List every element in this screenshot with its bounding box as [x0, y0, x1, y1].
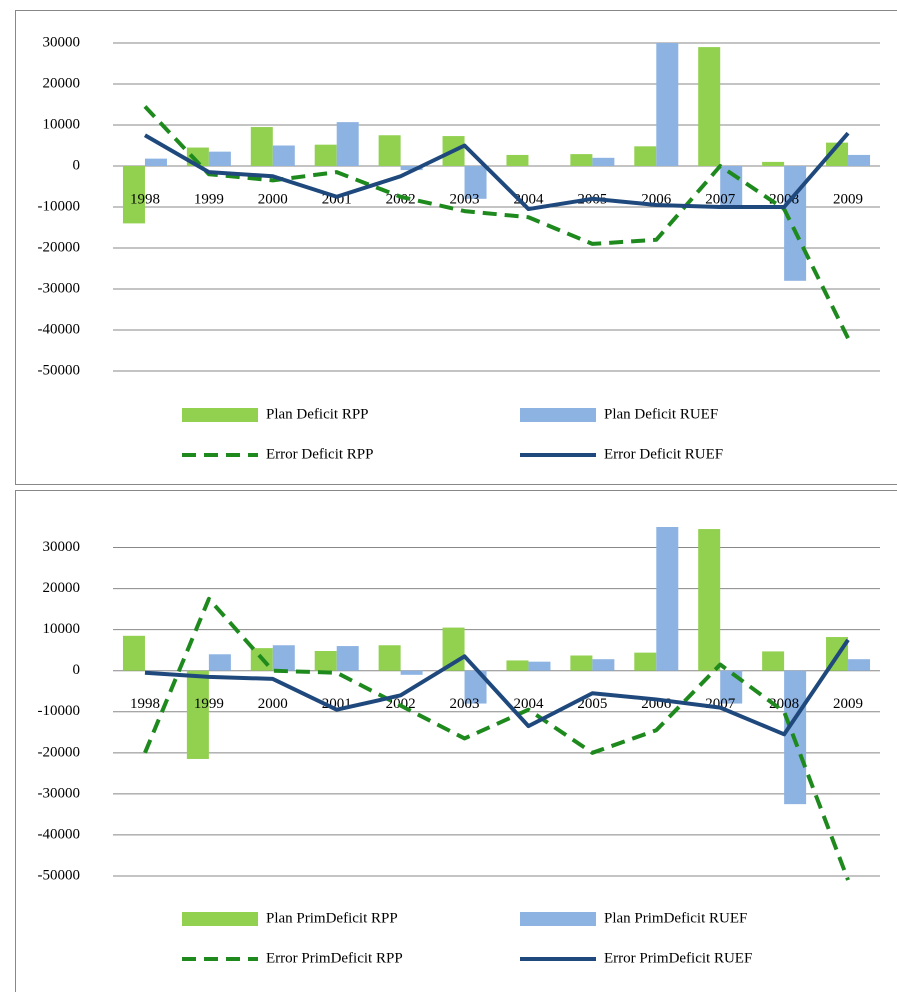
bar [656, 43, 679, 166]
y-tick-label: 10000 [43, 621, 81, 637]
chart-frame [15, 490, 897, 992]
legend-swatch [182, 912, 258, 926]
y-tick-label: -50000 [38, 362, 81, 378]
bar [698, 529, 721, 671]
bar [378, 135, 401, 166]
bar [336, 646, 359, 671]
x-tick-label: 2003 [450, 191, 480, 207]
bar [208, 151, 231, 166]
line-series [143, 105, 850, 340]
bar [634, 146, 657, 166]
x-tick-label: 2000 [258, 696, 288, 712]
bar [698, 47, 721, 166]
bar [464, 670, 487, 704]
y-tick-label: -20000 [38, 744, 81, 760]
legend-label: Error PrimDeficit RUEF [604, 950, 752, 966]
x-tick-label: 2009 [833, 191, 863, 207]
bar [848, 659, 871, 671]
bar [848, 154, 871, 166]
y-tick-label: 20000 [43, 580, 81, 596]
x-tick-label: 2004 [513, 696, 544, 712]
x-tick-label: 2003 [450, 696, 480, 712]
x-tick-label: 1999 [194, 696, 224, 712]
y-tick-label: -50000 [38, 867, 81, 883]
legend-label: Plan PrimDeficit RUEF [604, 910, 747, 926]
legend-label: Error Deficit RPP [266, 446, 373, 462]
bar [570, 655, 593, 671]
bar [250, 127, 273, 166]
legend-label: Error Deficit RUEF [604, 446, 723, 462]
line-series [143, 596, 850, 881]
bar [314, 650, 337, 671]
bar [506, 154, 529, 166]
y-tick-label: 20000 [43, 75, 81, 91]
bar [122, 166, 145, 224]
x-tick-label: 2007 [705, 191, 736, 207]
y-tick-label: 0 [73, 662, 81, 678]
y-tick-label: -10000 [38, 703, 81, 719]
y-tick-label: -30000 [38, 785, 81, 801]
legend-label: Plan Deficit RUEF [604, 406, 718, 422]
bar [592, 157, 615, 166]
y-tick-label: 30000 [43, 34, 81, 50]
y-tick-label: 0 [73, 157, 81, 173]
bar [762, 651, 785, 671]
bar [784, 166, 807, 281]
y-tick-label: -40000 [38, 826, 81, 842]
bar [272, 645, 295, 671]
bar [272, 145, 295, 166]
bar [656, 527, 679, 671]
bar [122, 635, 145, 671]
bar [400, 166, 423, 171]
bar [208, 654, 231, 671]
x-tick-label: 2000 [258, 191, 288, 207]
x-tick-label: 2009 [833, 696, 863, 712]
x-tick-label: 2005 [577, 696, 607, 712]
y-tick-label: -40000 [38, 321, 81, 337]
bar [826, 142, 849, 166]
legend-label: Error PrimDeficit RPP [266, 950, 403, 966]
x-tick-label: 1998 [130, 696, 160, 712]
x-tick-label: 1999 [194, 191, 224, 207]
y-tick-label: 10000 [43, 116, 81, 132]
x-tick-label: 2002 [386, 191, 416, 207]
bar [144, 158, 167, 166]
bar [314, 144, 337, 166]
bar [592, 659, 615, 671]
x-tick-label: 1998 [130, 191, 160, 207]
y-tick-label: -30000 [38, 280, 81, 296]
y-tick-label: -10000 [38, 198, 81, 214]
legend-swatch [520, 912, 596, 926]
bar [400, 670, 423, 675]
bar [570, 154, 593, 166]
bar [634, 652, 657, 671]
legend-label: Plan Deficit RPP [266, 406, 369, 422]
bar [506, 660, 529, 671]
y-tick-label: 30000 [43, 539, 81, 555]
bar [464, 166, 487, 199]
bar [528, 661, 551, 671]
bar [762, 161, 785, 166]
legend-label: Plan PrimDeficit RPP [266, 910, 398, 926]
bar [378, 645, 401, 671]
bar [336, 122, 359, 166]
line-series [143, 131, 850, 212]
line-series [144, 638, 850, 737]
y-tick-label: -20000 [38, 239, 81, 255]
bar [186, 670, 209, 759]
legend-swatch [182, 408, 258, 422]
legend-swatch [520, 408, 596, 422]
